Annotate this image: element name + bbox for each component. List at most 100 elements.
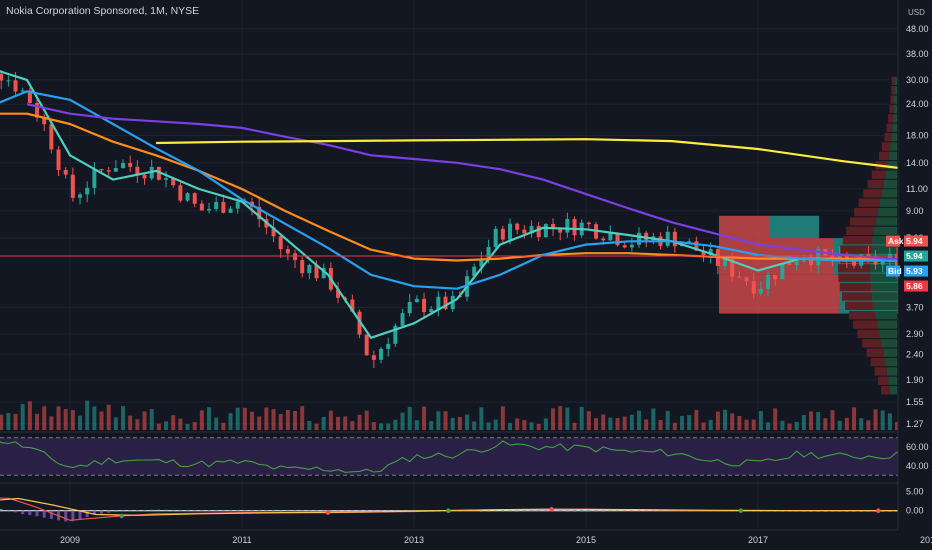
profile-bar-down: [878, 151, 889, 161]
volume-bar: [49, 416, 54, 430]
candle-body: [801, 258, 806, 262]
ma-line-ema_orange: [0, 112, 932, 262]
candle-body: [543, 224, 548, 238]
profile-bar-down: [858, 198, 880, 207]
macd-histogram-bar: [522, 510, 526, 512]
ask-label-bg: [886, 235, 900, 247]
macd-line: [0, 497, 932, 521]
profile-bar-down: [886, 123, 893, 132]
volume-bar: [13, 413, 18, 430]
macd-histogram-bar: [286, 510, 290, 512]
volume-bar: [156, 423, 161, 430]
profile-bar-down: [863, 189, 882, 198]
macd-histogram-bar: [530, 510, 534, 512]
profile-bar-up: [888, 376, 897, 385]
candle-body: [737, 276, 742, 278]
macd-histogram-bar: [479, 510, 483, 512]
volume-bar: [751, 419, 756, 430]
macd-histogram-bar: [307, 510, 311, 512]
volume-bar: [486, 422, 491, 430]
candle-body: [622, 245, 627, 248]
profile-bar-down: [848, 311, 876, 320]
candle-body: [744, 277, 749, 282]
macd-histogram-bar: [694, 510, 698, 512]
ask-value: 5.94: [906, 236, 923, 246]
macd-histogram-bar: [365, 510, 369, 512]
macd-histogram-bar: [178, 510, 182, 512]
candlesticks: [0, 70, 932, 368]
macd-histogram-bar: [143, 510, 147, 512]
macd-cross-dot: [446, 508, 451, 514]
candle-body: [629, 244, 634, 248]
profile-bar-down: [840, 245, 872, 254]
candle-body: [443, 296, 448, 310]
candle-body: [436, 296, 441, 310]
profile-bar-down: [846, 226, 875, 236]
profile-bar-down: [857, 329, 880, 339]
macd-histogram-bar: [616, 510, 620, 512]
volume-bar: [78, 415, 83, 430]
macd-histogram-bar: [358, 510, 362, 512]
volume-bar: [472, 421, 477, 430]
macd-histogram-bar: [128, 510, 132, 512]
profile-bar-up: [888, 151, 897, 161]
volume-bar: [680, 415, 685, 430]
volume-bar: [436, 411, 441, 430]
macd-histogram-bar: [14, 510, 18, 513]
macd-histogram-bar: [651, 510, 655, 512]
macd-histogram-bar: [537, 510, 541, 512]
volume-bar: [171, 415, 176, 430]
volume-bar: [250, 411, 255, 430]
volume-bar: [99, 411, 104, 430]
candle-body: [429, 309, 434, 313]
candle-body: [307, 264, 312, 274]
candle-body: [357, 311, 362, 335]
candle-body: [371, 355, 376, 360]
volume-bar: [121, 406, 126, 430]
price-tick-label: 9.00: [906, 206, 924, 216]
volume-bar: [601, 414, 606, 430]
candle-body: [235, 201, 240, 209]
macd-histogram-bar: [42, 510, 46, 518]
volume-bar: [242, 407, 247, 430]
profile-bar-down: [890, 95, 895, 104]
macd-histogram-bar: [6, 509, 10, 511]
macd-histogram-bar: [186, 510, 190, 512]
volume-bar: [536, 423, 541, 430]
macd-histogram-bar: [580, 510, 584, 512]
volume-bar: [866, 420, 871, 430]
profile-bar-down: [866, 348, 884, 357]
volume-bar: [766, 422, 771, 430]
candle-body: [13, 80, 18, 92]
candle-body: [751, 281, 756, 294]
macd-histogram-bar: [214, 510, 218, 512]
volume-bar: [207, 407, 212, 430]
candle-body: [171, 178, 176, 186]
candle-body: [35, 102, 40, 118]
price-tick-label: 3.70: [906, 303, 924, 313]
macd-histogram-bar: [279, 510, 283, 512]
profile-bar-down: [870, 357, 886, 367]
profile-bar-up: [883, 179, 897, 189]
macd-histogram-bar: [229, 510, 233, 512]
chart-title: Nokia Corporation Sponsored, 1M, NYSE: [6, 5, 200, 17]
volume-bar: [672, 422, 677, 430]
macd-histogram-bar: [709, 510, 713, 512]
volume-bar: [622, 416, 627, 430]
macd-histogram-bar: [200, 510, 204, 512]
profile-bar-up: [886, 367, 897, 376]
macd-histogram-bar: [630, 510, 634, 512]
macd-histogram-bar: [0, 509, 3, 511]
profile-bar-up: [890, 142, 897, 151]
macd-cross-dot: [876, 508, 881, 514]
candle-body: [708, 249, 713, 256]
macd-histogram-bar: [551, 510, 555, 512]
profile-bar-down: [881, 142, 891, 151]
macd-histogram-bar: [487, 510, 491, 512]
rsi-pane: [0, 431, 932, 476]
volume-bar: [321, 416, 326, 430]
candle-body: [407, 301, 412, 314]
macd-histogram-bar: [171, 509, 175, 511]
price-tick-label: 14.00: [906, 158, 929, 168]
